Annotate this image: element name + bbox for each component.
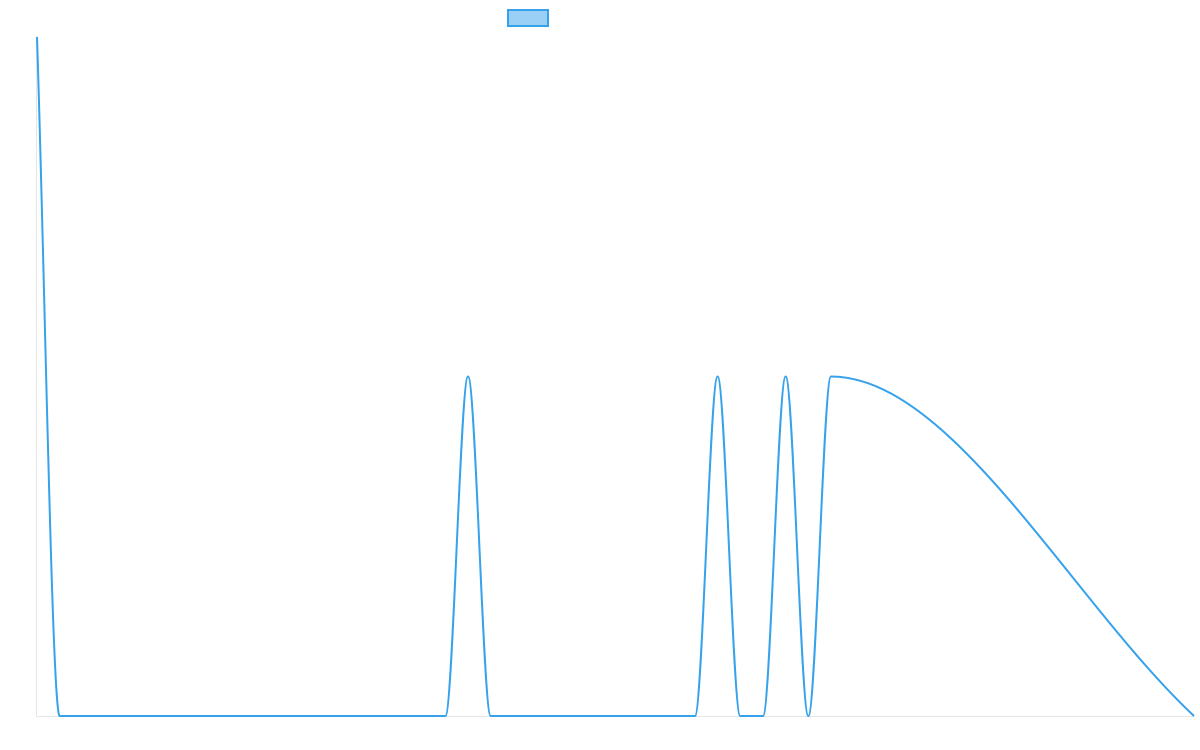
data-point[interactable] (33, 33, 41, 41)
data-point[interactable] (464, 373, 472, 381)
data-point[interactable] (56, 712, 64, 720)
series-layer (33, 33, 1198, 720)
legend[interactable] (507, 9, 549, 27)
data-point[interactable] (736, 712, 744, 720)
data-point[interactable] (487, 712, 495, 720)
data-point[interactable] (441, 712, 449, 720)
legend-swatch[interactable] (507, 9, 549, 27)
data-point[interactable] (1190, 712, 1198, 720)
data-point[interactable] (714, 373, 722, 381)
series-line (36, 36, 1195, 718)
data-point[interactable] (827, 373, 835, 381)
data-point[interactable] (759, 712, 767, 720)
data-point[interactable] (804, 712, 812, 720)
data-point[interactable] (782, 373, 790, 381)
data-point[interactable] (691, 712, 699, 720)
